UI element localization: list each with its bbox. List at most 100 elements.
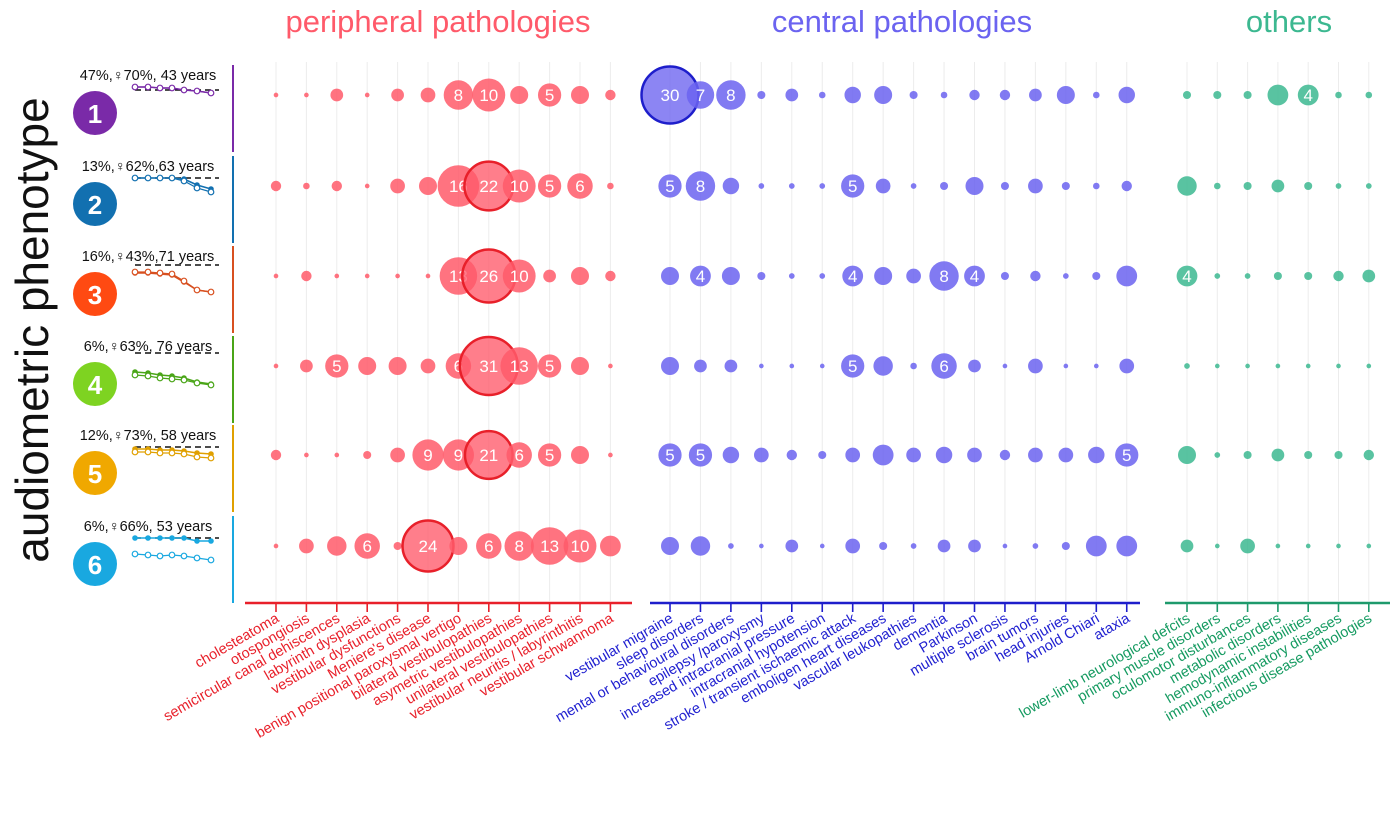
bubble [1244, 273, 1251, 279]
bubble [818, 91, 826, 99]
bubble [929, 261, 959, 291]
bubble-label: 31 [479, 357, 498, 376]
bubble [1061, 541, 1070, 551]
bubble-label: 8 [939, 267, 948, 286]
bubble [842, 265, 864, 287]
bubble-label: 9 [454, 446, 463, 465]
bubble [570, 356, 590, 376]
bubble [818, 450, 827, 460]
audiogram-point [193, 184, 201, 192]
bubble [845, 447, 861, 463]
bubble [1275, 363, 1281, 369]
bubble [420, 87, 436, 103]
bubble [1002, 543, 1008, 549]
bubble [570, 85, 590, 105]
bubble [940, 181, 949, 191]
bubble [841, 354, 865, 378]
bubble-label: 8 [726, 86, 735, 105]
bubble [722, 177, 740, 195]
bubble [1093, 182, 1100, 190]
bubble-label: 5 [696, 446, 705, 465]
audiogram-point [180, 552, 188, 560]
bubble [1240, 538, 1255, 554]
phenotype-circle [73, 91, 117, 135]
bubble [724, 359, 738, 373]
bubble [1093, 91, 1100, 99]
bubble [510, 85, 529, 105]
phenotype-label: 12%,♀73%, 58 years [80, 428, 217, 444]
bubble-label: 24 [419, 537, 438, 556]
bubble [1336, 543, 1341, 549]
audiogram-point [131, 268, 139, 276]
bubble [273, 363, 279, 369]
bubble-label: 5 [545, 446, 554, 465]
bubble [607, 182, 614, 190]
bubble [759, 543, 764, 549]
bubble-label: 4 [696, 267, 705, 286]
bubble-label: 8 [514, 537, 523, 556]
bubble [364, 273, 370, 279]
bubble [1088, 446, 1105, 464]
bubble [1271, 448, 1285, 462]
bubble-label: 10 [571, 537, 590, 556]
bubble [1245, 363, 1250, 369]
phenotype-3: 3 16%,♀43%,71 years [73, 246, 234, 333]
bubble [1243, 90, 1252, 100]
bubble [476, 533, 502, 559]
bubble [965, 176, 984, 196]
bubble [967, 447, 982, 463]
audiogram-point [144, 372, 152, 380]
x-tick-label: ataxia [1091, 610, 1133, 644]
bubble [1118, 86, 1135, 104]
bubble [906, 268, 921, 284]
audiogram-point [180, 450, 188, 458]
bubble-label: 4 [848, 267, 857, 286]
audiogram-point [207, 381, 215, 389]
bubble [841, 174, 865, 198]
bubble [500, 347, 538, 385]
bubble [1116, 265, 1138, 287]
phenotype-1: 1 47%,♀70%, 43 years [73, 65, 234, 152]
bubble [964, 265, 985, 287]
bubble [300, 359, 313, 373]
bubble [327, 536, 347, 556]
bubble-label: 5 [332, 357, 341, 376]
bubble [1304, 181, 1313, 191]
phenotype-number: 4 [88, 370, 103, 400]
bubble [844, 86, 861, 104]
bubble-label: 26 [479, 267, 498, 286]
bubble [1029, 88, 1042, 102]
phenotype-number: 2 [88, 190, 102, 220]
bubble [969, 89, 980, 101]
phenotype-number: 5 [88, 459, 102, 489]
bubble [301, 270, 312, 282]
bubble [1267, 84, 1289, 106]
bubble-label: 8 [696, 177, 705, 196]
audiogram-point [180, 376, 188, 384]
bubble [1366, 543, 1372, 549]
bubble-label: 5 [545, 86, 554, 105]
bubble [690, 536, 711, 556]
bubble [605, 89, 616, 101]
bubble-label: 4 [1303, 86, 1312, 105]
bubble [1000, 271, 1009, 281]
bubble [1305, 363, 1311, 369]
audiogram-point [168, 551, 176, 559]
bubble [690, 265, 711, 287]
group-titles: peripheral pathologies central pathologie… [285, 4, 1332, 39]
bubble [694, 359, 707, 373]
bubble [906, 447, 921, 463]
bubble [1243, 181, 1252, 191]
bubble [728, 543, 734, 549]
audiogram-point [193, 453, 201, 461]
audiogram-point [207, 556, 215, 564]
audiogram-point [193, 554, 201, 562]
bubble-label: 5 [848, 177, 857, 196]
bubble [273, 273, 279, 279]
bubble [563, 529, 597, 563]
phenotype-circle [73, 451, 117, 495]
gridlines [275, 62, 1370, 601]
bubble [608, 452, 613, 458]
bubble-label: 7 [696, 86, 705, 105]
